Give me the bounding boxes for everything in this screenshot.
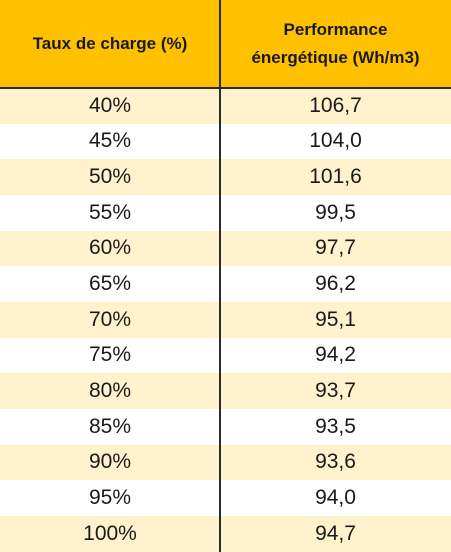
table-row: 50% 101,6 xyxy=(0,159,451,195)
cell-energy-performance: 97,7 xyxy=(315,236,356,260)
cell-energy-performance: 95,1 xyxy=(315,307,356,331)
cell-load-rate: 55% xyxy=(88,200,132,224)
cell-energy-performance: 94,0 xyxy=(315,486,356,510)
cell-energy-performance: 94,7 xyxy=(315,521,356,545)
table-row: 90% 93,6 xyxy=(0,444,451,481)
header-divider xyxy=(0,87,451,89)
cell-load-rate: 65% xyxy=(88,272,132,296)
cell-load-rate: 90% xyxy=(88,450,132,474)
cell-energy-performance: 93,5 xyxy=(315,414,356,438)
cell-energy-performance: 99,5 xyxy=(315,200,356,224)
cell-load-rate: 85% xyxy=(88,414,132,438)
table-row: 45% 104,0 xyxy=(0,123,451,160)
header-energy-performance-line2: énergétique (Wh/m3) xyxy=(251,48,420,67)
cell-energy-performance: 101,6 xyxy=(309,165,362,189)
table-row: 70% 95,1 xyxy=(0,301,451,338)
cell-energy-performance: 96,2 xyxy=(315,272,356,296)
cell-load-rate: 75% xyxy=(88,343,132,367)
cell-energy-performance: 94,2 xyxy=(315,343,356,367)
cell-load-rate: 95% xyxy=(88,486,132,510)
cell-load-rate: 100% xyxy=(83,521,137,545)
table-row: 55% 99,5 xyxy=(0,194,451,231)
cell-load-rate: 60% xyxy=(88,236,132,260)
cell-energy-performance: 93,7 xyxy=(315,379,356,403)
header-load-rate: Taux de charge (%) xyxy=(0,0,220,88)
cell-energy-performance: 93,6 xyxy=(315,450,356,474)
table-row: 100% 94,7 xyxy=(0,515,451,552)
header-energy-performance-line1: Performance xyxy=(283,20,388,39)
cell-load-rate: 45% xyxy=(88,129,132,153)
cell-energy-performance: 106,7 xyxy=(309,93,362,117)
cell-energy-performance: 104,0 xyxy=(309,129,362,153)
header-load-rate-label: Taux de charge (%) xyxy=(32,34,188,53)
table-row: 85% 93,5 xyxy=(0,408,451,445)
table-row: 65% 96,2 xyxy=(0,266,451,302)
cell-load-rate: 40% xyxy=(88,93,132,117)
table-header: Taux de charge (%) Performance énergétiq… xyxy=(0,0,451,88)
cell-load-rate: 80% xyxy=(88,379,132,403)
table-body: 40% 106,7 45% 104,0 50% 101,6 55% 99,5 60% 97,7 65… xyxy=(0,88,451,552)
cell-load-rate: 50% xyxy=(88,165,132,189)
header-energy-performance: Performance énergétique (Wh/m3) xyxy=(220,0,451,88)
table-row: 95% 94,0 xyxy=(0,480,451,516)
table-row: 60% 97,7 xyxy=(0,230,451,267)
cell-load-rate: 70% xyxy=(88,307,132,331)
table-row: 75% 94,2 xyxy=(0,337,451,374)
table-row: 80% 93,7 xyxy=(0,373,451,409)
column-divider xyxy=(219,0,221,552)
table-row: 40% 106,7 xyxy=(0,88,451,124)
